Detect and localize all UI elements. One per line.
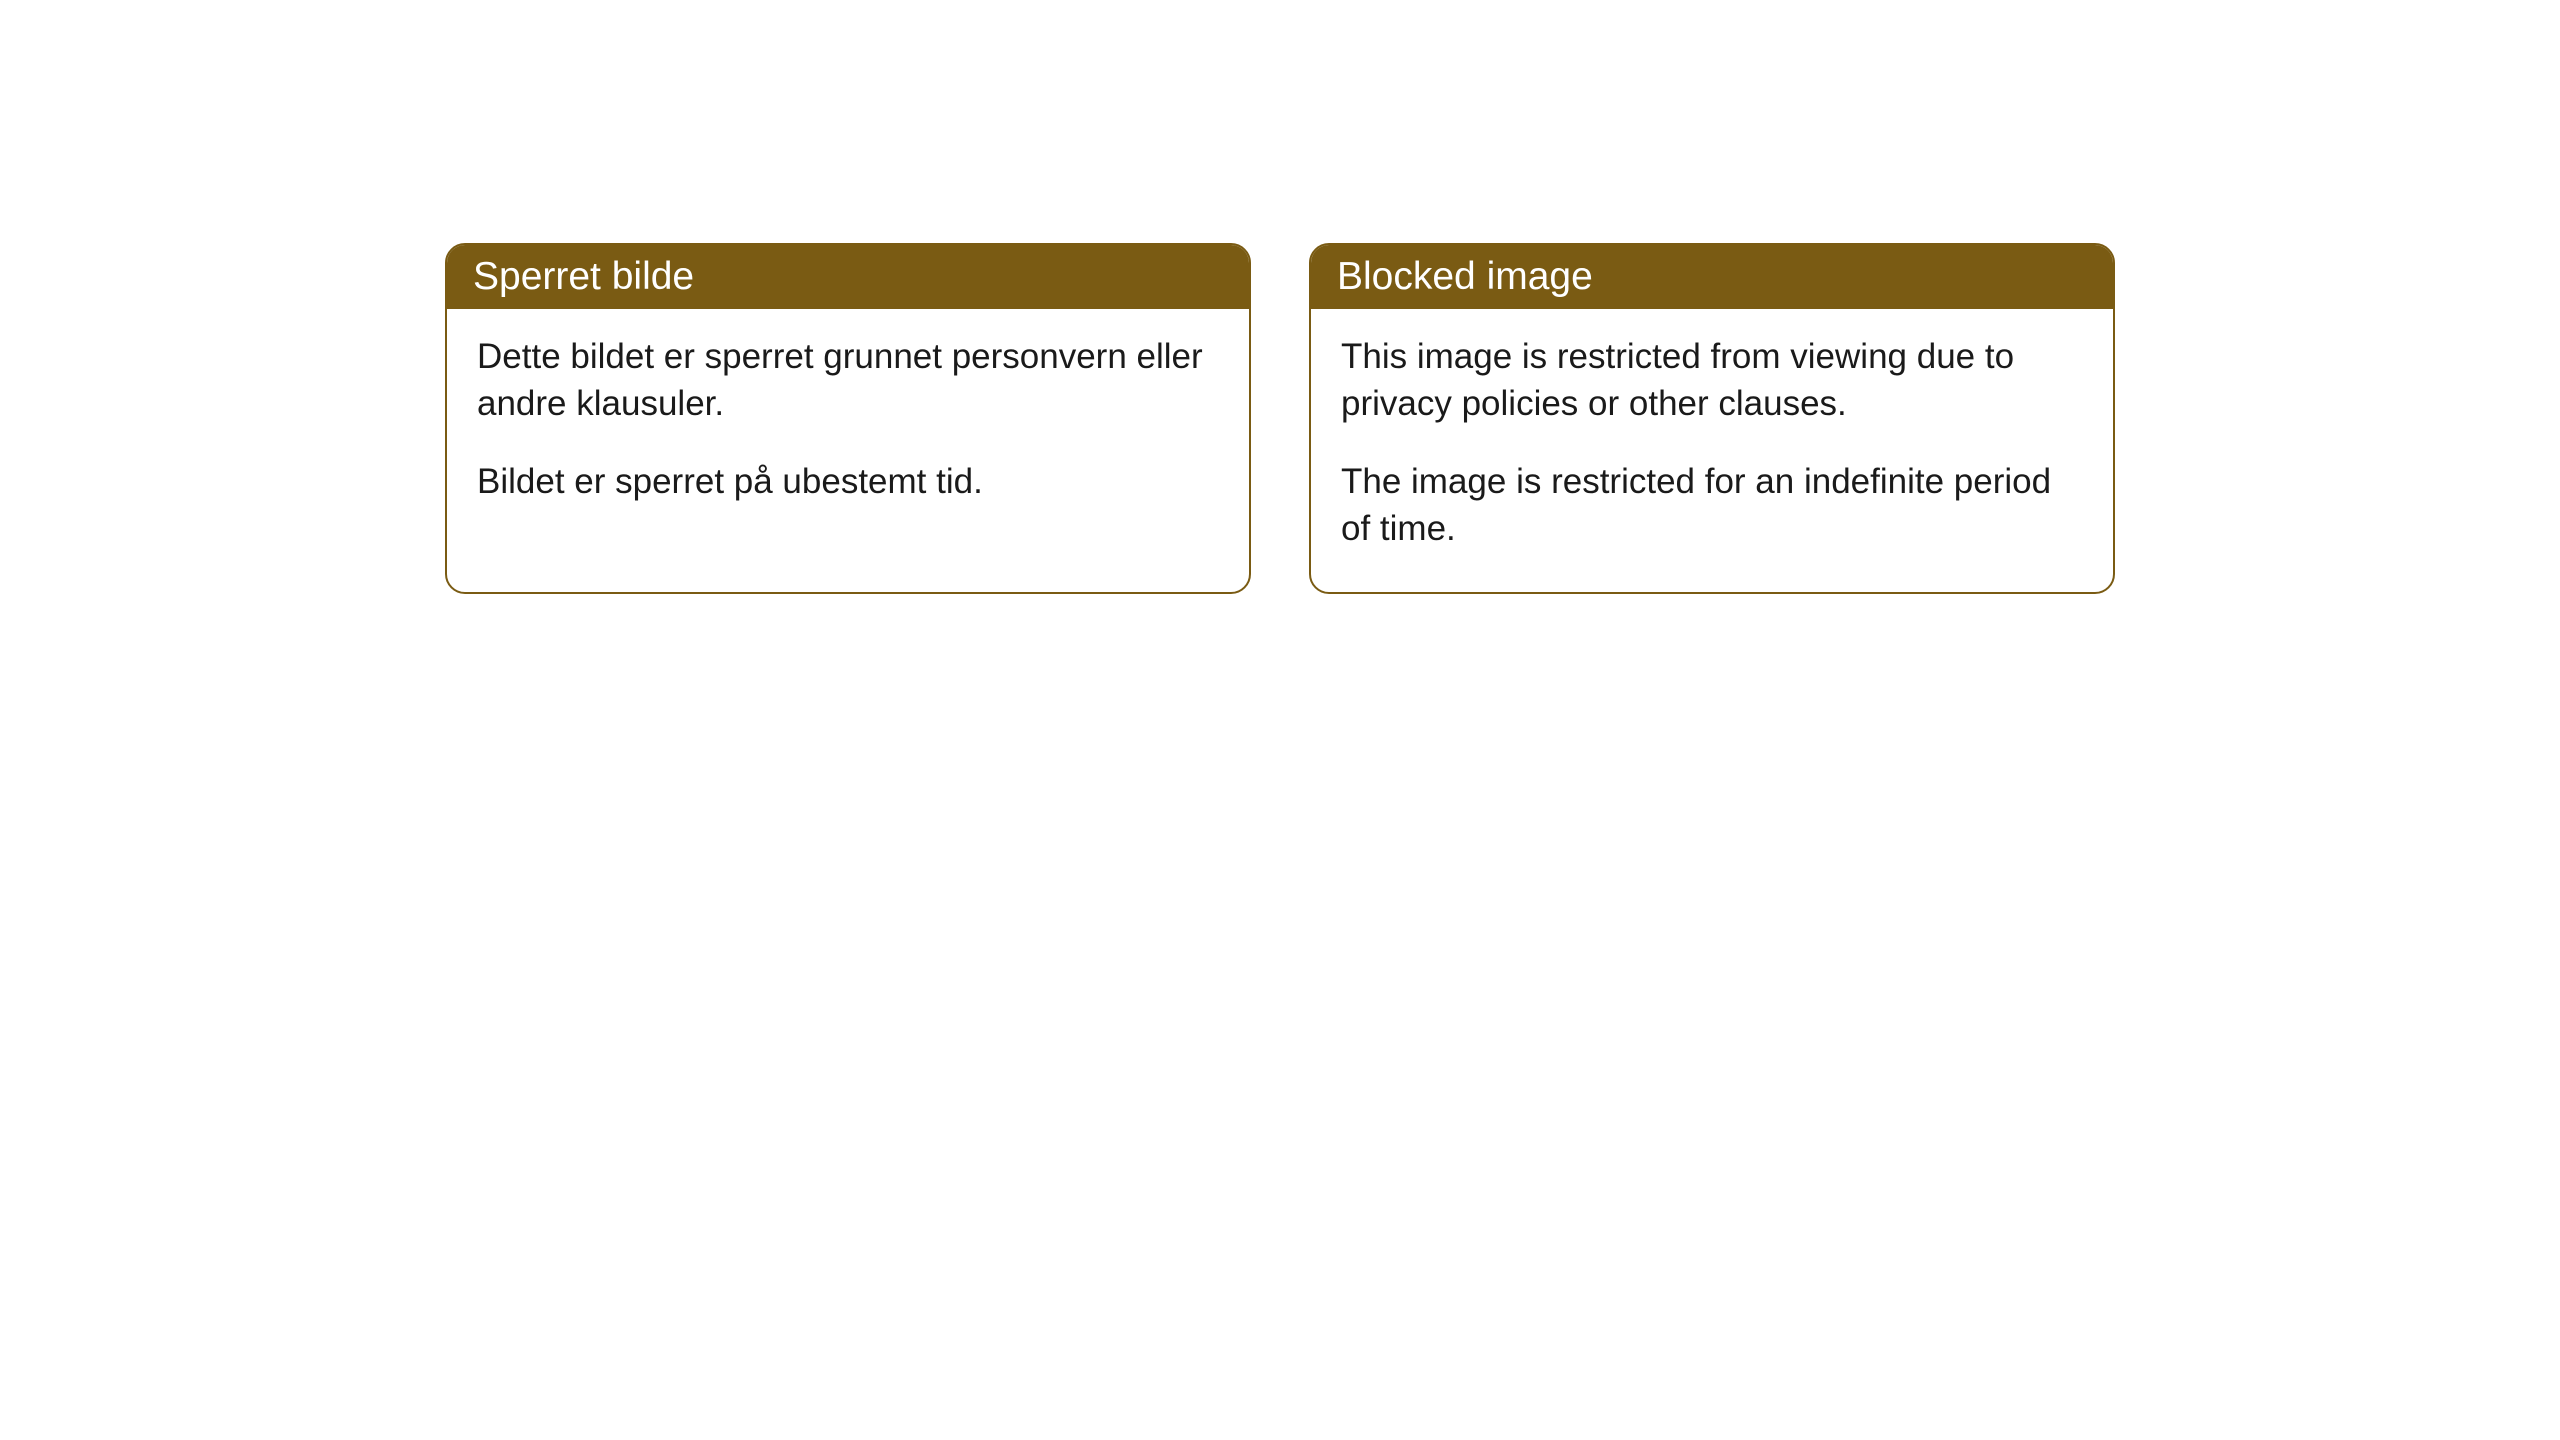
notice-container: Sperret bilde Dette bildet er sperret gr… xyxy=(0,243,2560,594)
notice-card-english: Blocked image This image is restricted f… xyxy=(1309,243,2115,594)
card-body: Dette bildet er sperret grunnet personve… xyxy=(447,309,1249,545)
card-title: Blocked image xyxy=(1337,255,1593,298)
card-header: Blocked image xyxy=(1311,245,2113,309)
card-title: Sperret bilde xyxy=(473,255,694,298)
card-body: This image is restricted from viewing du… xyxy=(1311,309,2113,592)
notice-paragraph-1: This image is restricted from viewing du… xyxy=(1341,333,2083,428)
notice-paragraph-2: Bildet er sperret på ubestemt tid. xyxy=(477,458,1219,505)
notice-paragraph-1: Dette bildet er sperret grunnet personve… xyxy=(477,333,1219,428)
notice-card-norwegian: Sperret bilde Dette bildet er sperret gr… xyxy=(445,243,1251,594)
notice-paragraph-2: The image is restricted for an indefinit… xyxy=(1341,458,2083,553)
card-header: Sperret bilde xyxy=(447,245,1249,309)
